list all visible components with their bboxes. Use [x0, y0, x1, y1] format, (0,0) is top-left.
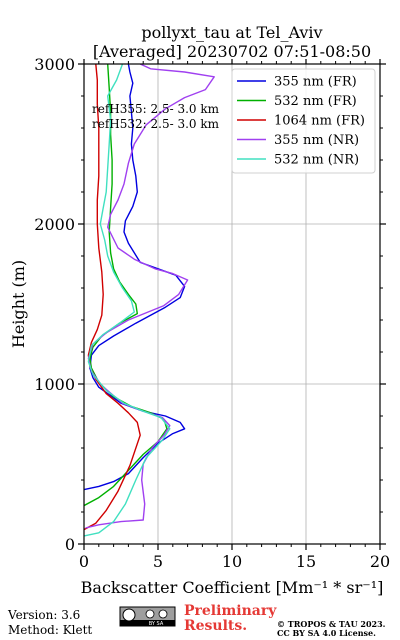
- chart-title-line2: [Averaged] 20230702 07:51-08:50: [93, 42, 371, 61]
- tick-marks: [78, 59, 386, 550]
- series-line-532-nm-nr: [84, 64, 171, 537]
- chart-title-line1: pollyxt_tau at Tel_Aviv: [141, 23, 322, 42]
- copyright-line2: CC BY SA 4.0 License.: [277, 628, 376, 638]
- x-tick-label: 20: [370, 552, 390, 571]
- legend: 355 nm (FR) 532 nm (FR) 1064 nm (FR) 355 nm…: [231, 68, 376, 174]
- x-tick-label: 5: [153, 552, 163, 571]
- legend-label-532-nm-nr: 532 nm (NR): [274, 153, 359, 168]
- cc-icon: [122, 608, 136, 622]
- x-axis-label: Backscatter Coefficient [Mm⁻¹ * sr⁻¹]: [81, 578, 384, 597]
- legend-label-532-nm-fr: 532 nm (FR): [274, 94, 357, 109]
- ref-height-355-annotation: refH355: 2.5- 3.0 km: [92, 102, 220, 116]
- series-group: [84, 64, 215, 537]
- tick-labels: 0 5 10 15 20 0 1000 2000 3000: [34, 55, 390, 571]
- series-line-355-nm-fr: [84, 64, 186, 491]
- license-badge-text: BY SA: [149, 621, 164, 627]
- y-tick-label: 1000: [34, 375, 75, 394]
- cc-license-badge: BY SA: [119, 606, 176, 627]
- legend-label-355-nm-fr: 355 nm (FR): [274, 75, 357, 90]
- y-tick-label: 2000: [34, 215, 75, 234]
- preliminary-results-line1: Preliminary: [184, 603, 277, 619]
- sa-icon: [158, 609, 168, 619]
- legend-label-355-nm-nr: 355 nm (NR): [274, 133, 359, 148]
- legend-items: 355 nm (FR) 532 nm (FR) 1064 nm (FR) 355 nm…: [237, 75, 365, 168]
- x-tick-label: 15: [296, 552, 316, 571]
- y-tick-label: 3000: [34, 55, 75, 74]
- ref-height-532-annotation: refH532: 2.5- 3.0 km: [92, 117, 220, 131]
- series-line-355-nm-nr: [85, 64, 215, 529]
- footer-method: Method: Klett: [8, 623, 92, 637]
- x-tick-label: 0: [79, 552, 89, 571]
- by-icon: [145, 609, 155, 619]
- y-tick-label: 0: [65, 535, 75, 554]
- y-axis-label: Height (m): [9, 260, 28, 348]
- copyright-line1: © TROPOS & TAU 2023.: [277, 619, 386, 629]
- preliminary-results-line2: Results.: [184, 618, 247, 634]
- legend-box: [231, 68, 376, 174]
- series-line-1064-nm-fr: [84, 64, 141, 531]
- footer-version: Version: 3.6: [7, 608, 80, 622]
- legend-label-1064-nm-fr: 1064 nm (FR): [274, 114, 365, 129]
- x-tick-label: 10: [222, 552, 242, 571]
